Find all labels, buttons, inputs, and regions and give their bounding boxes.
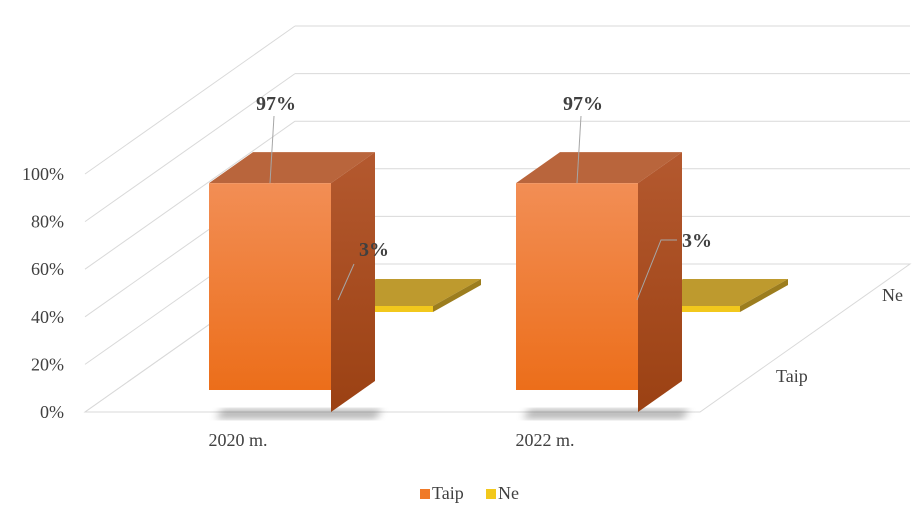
floor-outline bbox=[83, 263, 912, 413]
bar-taip-top bbox=[209, 152, 375, 184]
y-tick-label: 0% bbox=[40, 402, 64, 422]
bar-taip-front bbox=[516, 183, 638, 390]
legend: Taip Ne bbox=[420, 483, 519, 503]
data-label-ne: 3% bbox=[359, 239, 389, 261]
depth-axis-ticks: Taip Ne bbox=[776, 285, 903, 386]
bar-ne-side bbox=[433, 279, 481, 312]
depth-tick-label: Taip bbox=[776, 366, 808, 386]
y-tick-label: 60% bbox=[31, 259, 64, 279]
legend-swatch bbox=[420, 489, 430, 499]
leader-line-taip bbox=[269, 115, 275, 184]
x-tick-label: 2020 m. bbox=[208, 430, 267, 450]
y-tick-label: 20% bbox=[31, 354, 64, 374]
bar-ne-front bbox=[635, 306, 740, 312]
legend-swatch bbox=[486, 489, 496, 499]
bars bbox=[209, 152, 788, 418]
data-label-taip: 97% bbox=[563, 93, 603, 115]
gridline-side bbox=[84, 120, 296, 270]
bar-taip-top bbox=[516, 152, 682, 184]
leader-line-ne bbox=[337, 263, 355, 301]
y-axis-ticks: 0% 20% 40% 60% 80% 100% bbox=[22, 164, 64, 422]
bar-ne-side bbox=[740, 279, 788, 312]
gridlines bbox=[84, 25, 910, 413]
y-tick-label: 40% bbox=[31, 307, 64, 327]
bar-taip-side bbox=[331, 152, 375, 412]
y-tick-label: 100% bbox=[22, 164, 64, 184]
gridline-side bbox=[84, 73, 296, 223]
bar-taip-front bbox=[209, 183, 331, 390]
bar-ne-front bbox=[328, 306, 433, 312]
data-label-ne: 3% bbox=[682, 230, 712, 252]
depth-tick-label: Ne bbox=[882, 285, 903, 305]
legend-entry: Taip bbox=[432, 483, 464, 503]
data-labels: 97% 3% 97% 3% bbox=[256, 93, 712, 301]
leader-line-ne bbox=[636, 239, 677, 301]
y-tick-label: 80% bbox=[31, 212, 64, 232]
chart-floor bbox=[83, 263, 912, 413]
data-label-taip: 97% bbox=[256, 93, 296, 115]
legend-entry: Ne bbox=[498, 483, 519, 503]
x-tick-label: 2022 m. bbox=[515, 430, 574, 450]
bar-shadow bbox=[522, 410, 690, 418]
bar-shadow bbox=[215, 410, 383, 418]
x-axis-ticks: 2020 m. 2022 m. bbox=[208, 430, 574, 450]
gridline-side bbox=[84, 25, 296, 175]
bar-taip-side bbox=[638, 152, 682, 412]
leader-line-taip bbox=[576, 115, 582, 184]
